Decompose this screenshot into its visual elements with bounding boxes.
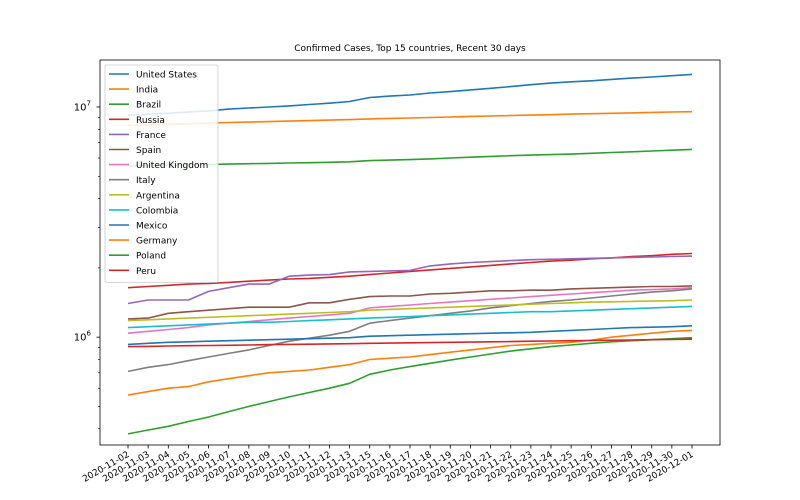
legend-label: France: [136, 131, 166, 141]
legend-box: [104, 64, 219, 283]
series-line: [127, 299, 693, 322]
series-line: [127, 288, 693, 373]
legend-label: Germany: [136, 237, 178, 247]
series-line: [127, 73, 693, 117]
legend-label: Argentina: [136, 191, 180, 201]
legend-label: Brazil: [136, 101, 161, 111]
series-line: [127, 329, 693, 396]
series-line: [127, 336, 693, 435]
series-line: [127, 305, 693, 329]
series-line: [127, 148, 693, 167]
y-tick-base: 10: [74, 102, 87, 113]
series-line: [127, 338, 693, 348]
legend: United States India Brazil Russia France Spai…: [104, 64, 219, 283]
legend-label: United States: [136, 71, 197, 81]
series-line: [127, 285, 693, 320]
y-tick-exponent: 7: [87, 99, 91, 107]
chart-title: Confirmed Cases, Top 15 countries, Recen…: [294, 44, 526, 54]
plot-lines: [127, 73, 693, 435]
y-tick-base: 10: [74, 333, 87, 344]
legend-label: Peru: [136, 267, 156, 277]
legend-label: Colombia: [136, 206, 178, 216]
legend-label: Russia: [136, 116, 165, 126]
y-tick-label: 107: [74, 99, 91, 113]
legend-label: Mexico: [136, 222, 168, 232]
series-line: [127, 110, 693, 127]
legend-label: United Kingdom: [136, 161, 208, 171]
series-line: [127, 325, 693, 346]
legend-label: Poland: [136, 252, 166, 262]
y-tick-exponent: 6: [87, 330, 92, 338]
legend-label: Spain: [136, 146, 161, 156]
series-line: [127, 255, 693, 305]
y-tick-label: 106: [74, 330, 92, 344]
legend-label: Italy: [136, 176, 156, 186]
legend-label: India: [136, 86, 158, 96]
